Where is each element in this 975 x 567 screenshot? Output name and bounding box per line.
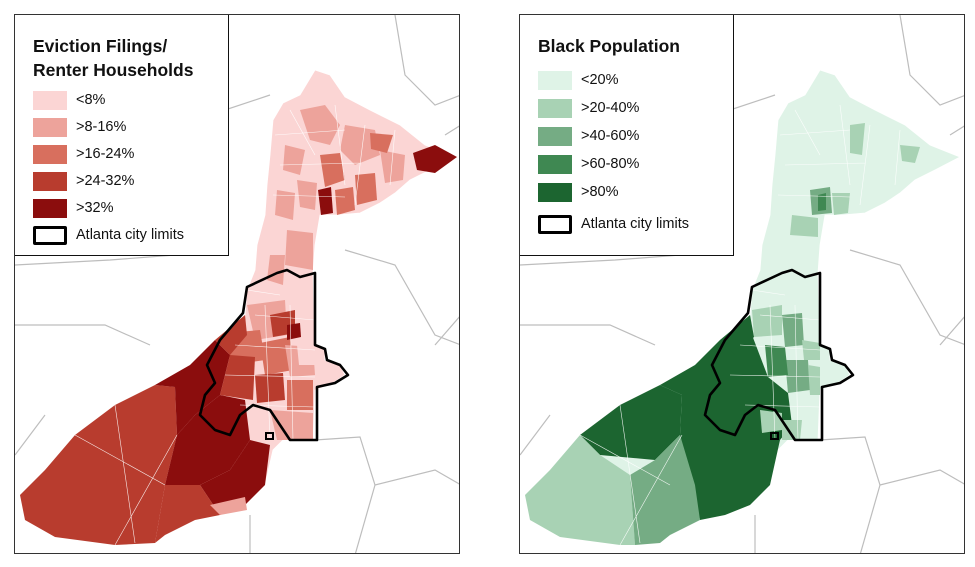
legend-label: >60-80% (581, 156, 640, 172)
legend-label: <20% (581, 72, 619, 88)
legend-swatch (33, 172, 67, 191)
black-population-map-panel: Black Population <20% >20-40% >40-60% >6… (519, 14, 965, 554)
legend-swatch (33, 91, 67, 110)
legend-swatch (33, 199, 67, 218)
legend-swatch (538, 183, 572, 202)
legend-swatch (538, 127, 572, 146)
legend-label: >24-32% (76, 173, 135, 189)
legend-swatch (33, 118, 67, 137)
legend-title-line1: Eviction Filings/ (33, 36, 168, 56)
atlanta-city-limits (703, 268, 855, 442)
legend-title: Black Population (538, 36, 680, 56)
legend-label: <8% (76, 92, 106, 108)
legend-swatch (538, 99, 572, 118)
legend-swatch (538, 155, 572, 174)
atlanta-city-limits (198, 268, 350, 442)
legend-label: >16-24% (76, 146, 135, 162)
legend-label: >40-60% (581, 128, 640, 144)
legend-label: Atlanta city limits (76, 227, 184, 243)
legend-swatch-outline (33, 226, 67, 245)
legend-swatch (33, 145, 67, 164)
eviction-map (15, 15, 459, 553)
tract-lines (74, 104, 396, 546)
eviction-legend: Eviction Filings/ Renter Households <8% … (15, 15, 229, 256)
black-population-legend: Black Population <20% >20-40% >40-60% >6… (520, 15, 734, 256)
legend-swatch-outline (538, 215, 572, 234)
legend-title-line2: Renter Households (33, 60, 194, 80)
legend-label: >32% (76, 200, 114, 216)
black-population-map (520, 15, 964, 553)
tract-lines (579, 104, 901, 546)
legend-label: >20-40% (581, 100, 640, 116)
legend-label: >80% (581, 184, 619, 200)
legend-swatch (538, 71, 572, 90)
legend-label: Atlanta city limits (581, 216, 689, 232)
eviction-map-panel: Eviction Filings/ Renter Households <8% … (14, 14, 460, 554)
legend-label: >8-16% (76, 119, 127, 135)
